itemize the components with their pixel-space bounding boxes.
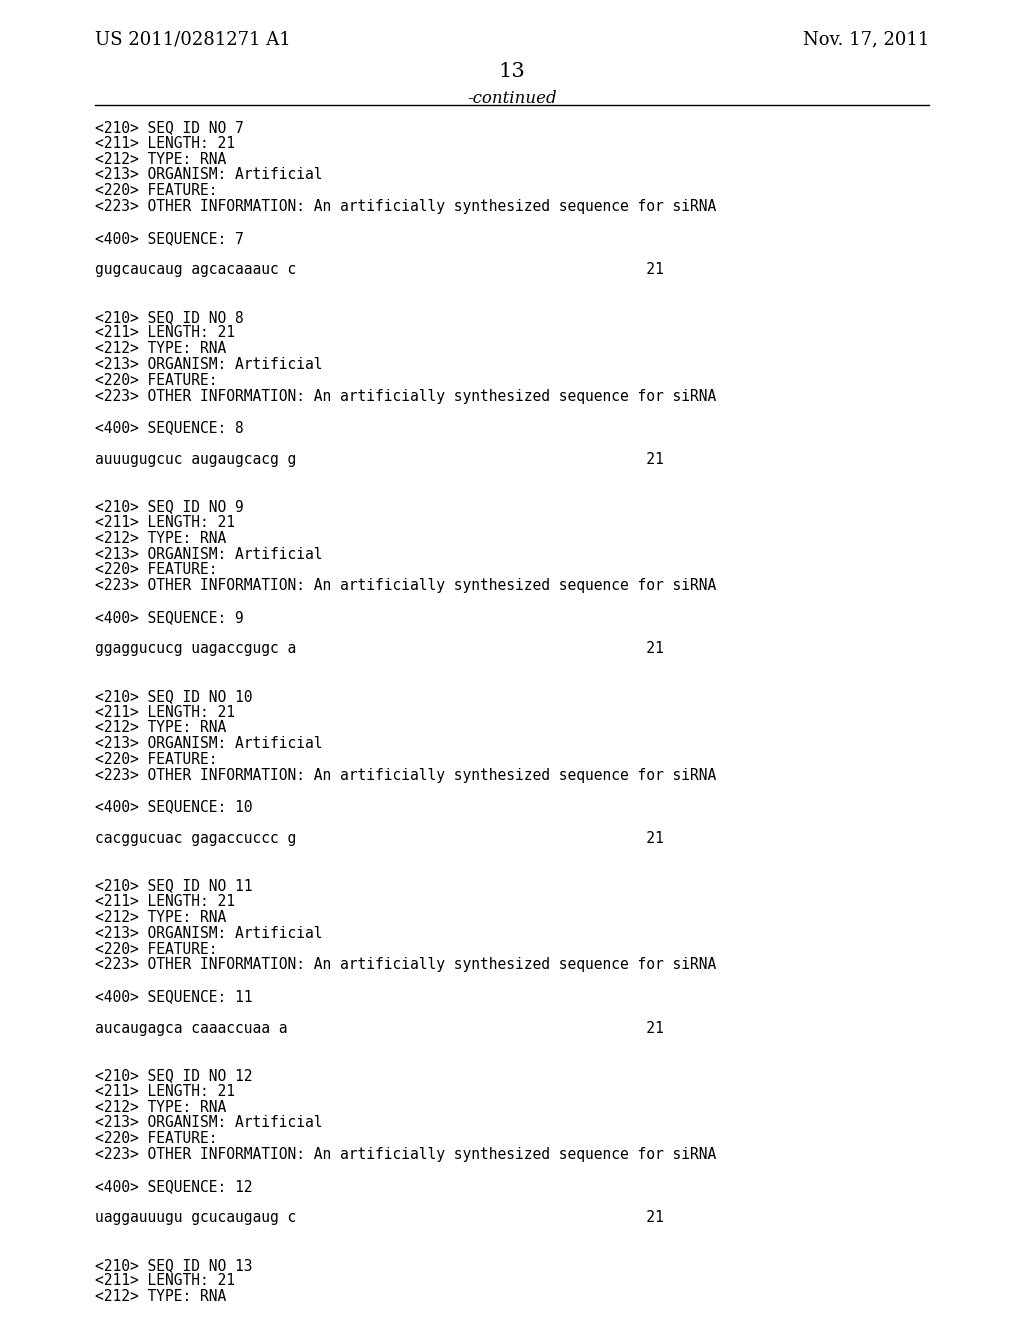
Text: <210> SEQ ID NO 12: <210> SEQ ID NO 12: [95, 1068, 253, 1082]
Text: <223> OTHER INFORMATION: An artificially synthesized sequence for siRNA: <223> OTHER INFORMATION: An artificially…: [95, 578, 716, 593]
Text: <213> ORGANISM: Artificial: <213> ORGANISM: Artificial: [95, 356, 323, 372]
Text: <400> SEQUENCE: 7: <400> SEQUENCE: 7: [95, 231, 244, 246]
Text: <211> LENGTH: 21: <211> LENGTH: 21: [95, 894, 234, 909]
Text: <210> SEQ ID NO 11: <210> SEQ ID NO 11: [95, 878, 253, 894]
Text: uaggauuugu gcucaugaug c                                        21: uaggauuugu gcucaugaug c 21: [95, 1210, 664, 1225]
Text: 13: 13: [499, 62, 525, 81]
Text: <223> OTHER INFORMATION: An artificially synthesized sequence for siRNA: <223> OTHER INFORMATION: An artificially…: [95, 199, 716, 214]
Text: <400> SEQUENCE: 10: <400> SEQUENCE: 10: [95, 800, 253, 814]
Text: auuugugcuc augaugcacg g                                        21: auuugugcuc augaugcacg g 21: [95, 451, 664, 467]
Text: <211> LENGTH: 21: <211> LENGTH: 21: [95, 705, 234, 719]
Text: <213> ORGANISM: Artificial: <213> ORGANISM: Artificial: [95, 737, 323, 751]
Text: <400> SEQUENCE: 11: <400> SEQUENCE: 11: [95, 989, 253, 1005]
Text: <213> ORGANISM: Artificial: <213> ORGANISM: Artificial: [95, 168, 323, 182]
Text: <220> FEATURE:: <220> FEATURE:: [95, 183, 217, 198]
Text: <211> LENGTH: 21: <211> LENGTH: 21: [95, 136, 234, 150]
Text: <400> SEQUENCE: 9: <400> SEQUENCE: 9: [95, 610, 244, 624]
Text: US 2011/0281271 A1: US 2011/0281271 A1: [95, 30, 291, 48]
Text: <211> LENGTH: 21: <211> LENGTH: 21: [95, 326, 234, 341]
Text: <400> SEQUENCE: 8: <400> SEQUENCE: 8: [95, 420, 244, 436]
Text: cacggucuac gagaccuccc g                                        21: cacggucuac gagaccuccc g 21: [95, 832, 664, 846]
Text: <223> OTHER INFORMATION: An artificially synthesized sequence for siRNA: <223> OTHER INFORMATION: An artificially…: [95, 388, 716, 404]
Text: <212> TYPE: RNA: <212> TYPE: RNA: [95, 721, 226, 735]
Text: <220> FEATURE:: <220> FEATURE:: [95, 562, 217, 577]
Text: aucaugagca caaaccuaa a                                         21: aucaugagca caaaccuaa a 21: [95, 1020, 664, 1036]
Text: <212> TYPE: RNA: <212> TYPE: RNA: [95, 1290, 226, 1304]
Text: gugcaucaug agcacaaauc c                                        21: gugcaucaug agcacaaauc c 21: [95, 263, 664, 277]
Text: <223> OTHER INFORMATION: An artificially synthesized sequence for siRNA: <223> OTHER INFORMATION: An artificially…: [95, 768, 716, 783]
Text: <211> LENGTH: 21: <211> LENGTH: 21: [95, 1274, 234, 1288]
Text: <210> SEQ ID NO 8: <210> SEQ ID NO 8: [95, 310, 244, 325]
Text: <220> FEATURE:: <220> FEATURE:: [95, 941, 217, 957]
Text: <212> TYPE: RNA: <212> TYPE: RNA: [95, 1100, 226, 1114]
Text: <210> SEQ ID NO 7: <210> SEQ ID NO 7: [95, 120, 244, 135]
Text: <223> OTHER INFORMATION: An artificially synthesized sequence for siRNA: <223> OTHER INFORMATION: An artificially…: [95, 957, 716, 973]
Text: <211> LENGTH: 21: <211> LENGTH: 21: [95, 515, 234, 531]
Text: <212> TYPE: RNA: <212> TYPE: RNA: [95, 152, 226, 166]
Text: <210> SEQ ID NO 9: <210> SEQ ID NO 9: [95, 499, 244, 515]
Text: <212> TYPE: RNA: <212> TYPE: RNA: [95, 909, 226, 925]
Text: <212> TYPE: RNA: <212> TYPE: RNA: [95, 341, 226, 356]
Text: <400> SEQUENCE: 12: <400> SEQUENCE: 12: [95, 1179, 253, 1193]
Text: <213> ORGANISM: Artificial: <213> ORGANISM: Artificial: [95, 1115, 323, 1130]
Text: -continued: -continued: [467, 90, 557, 107]
Text: <213> ORGANISM: Artificial: <213> ORGANISM: Artificial: [95, 925, 323, 941]
Text: <210> SEQ ID NO 10: <210> SEQ ID NO 10: [95, 689, 253, 704]
Text: Nov. 17, 2011: Nov. 17, 2011: [803, 30, 929, 48]
Text: <211> LENGTH: 21: <211> LENGTH: 21: [95, 1084, 234, 1098]
Text: <223> OTHER INFORMATION: An artificially synthesized sequence for siRNA: <223> OTHER INFORMATION: An artificially…: [95, 1147, 716, 1162]
Text: <212> TYPE: RNA: <212> TYPE: RNA: [95, 531, 226, 545]
Text: <220> FEATURE:: <220> FEATURE:: [95, 372, 217, 388]
Text: ggaggucucg uagaccgugc a                                        21: ggaggucucg uagaccgugc a 21: [95, 642, 664, 656]
Text: <220> FEATURE:: <220> FEATURE:: [95, 1131, 217, 1146]
Text: <210> SEQ ID NO 13: <210> SEQ ID NO 13: [95, 1258, 253, 1272]
Text: <220> FEATURE:: <220> FEATURE:: [95, 752, 217, 767]
Text: <213> ORGANISM: Artificial: <213> ORGANISM: Artificial: [95, 546, 323, 561]
